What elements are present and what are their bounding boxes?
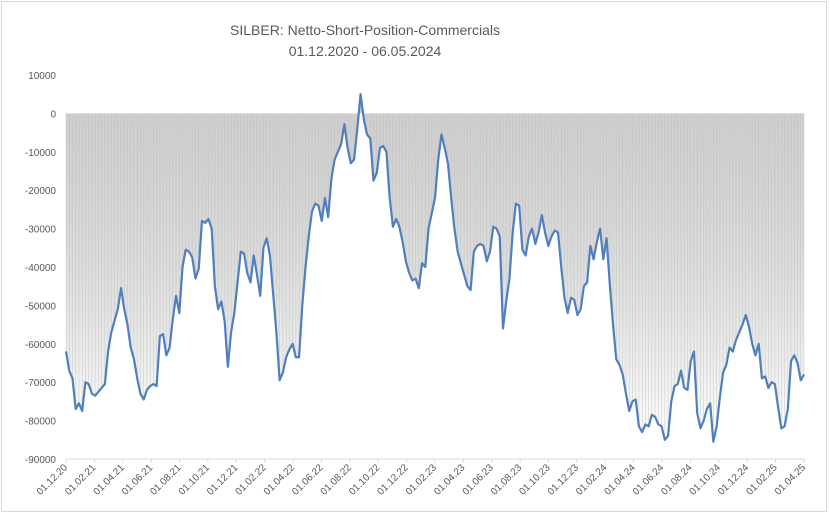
y-tick-label: -70000	[25, 378, 57, 389]
y-tick-label: -50000	[25, 301, 57, 312]
y-tick-label: -60000	[25, 340, 57, 351]
y-axis: 10000 0 -10000 -20000 -30000 -40000 -50000 -600…	[25, 71, 57, 466]
y-tick-label: -10000	[25, 148, 57, 159]
area-fill-layer	[65, 94, 805, 442]
x-tick-label: 01.04.25	[773, 462, 809, 498]
y-tick-label: -30000	[25, 225, 57, 236]
y-tick-label: 10000	[28, 71, 56, 82]
y-tick-label: -90000	[25, 455, 57, 466]
series-line-layer	[64, 93, 805, 443]
x-axis: 01.12.2001.02.2101.04.2101.06.2101.08.21…	[35, 458, 809, 498]
y-tick-label: -40000	[25, 263, 57, 274]
y-tick-label: -80000	[25, 417, 57, 428]
y-tick-label: -20000	[25, 186, 57, 197]
y-tick-label: 0	[50, 109, 56, 120]
chart-subtitle: 01.12.2020 - 06.05.2024	[288, 43, 442, 59]
chart-title: SILBER: Netto-Short-Position-Commercials	[230, 22, 500, 38]
series-line	[64, 93, 805, 443]
